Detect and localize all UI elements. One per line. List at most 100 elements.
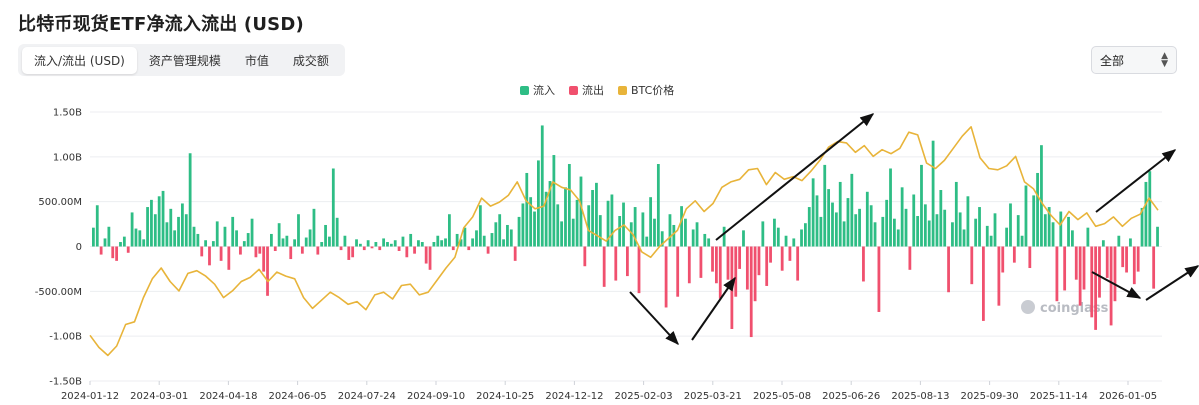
inflow-bar <box>157 196 161 247</box>
legend-outflow[interactable]: 流出 <box>569 82 604 98</box>
inflow-bar <box>525 172 529 247</box>
inflow-bar <box>916 216 920 247</box>
y-tick-label: -1.50B <box>49 377 82 388</box>
inflow-bar <box>691 229 695 247</box>
outflow-bar <box>1098 246 1101 298</box>
inflow-bar <box>923 204 927 247</box>
outflow-bar <box>273 246 277 251</box>
outflow-bar <box>451 246 455 251</box>
inflow-bar <box>529 197 533 247</box>
inflow-bar <box>506 224 509 247</box>
x-tick-label: 2026-01-05 <box>1099 391 1157 402</box>
inflow-bar <box>645 236 649 247</box>
inflow-bar <box>223 226 227 247</box>
outflow-bar <box>239 246 242 255</box>
inflow-bar <box>463 227 467 247</box>
inflow-bar <box>958 212 962 247</box>
inflow-bar <box>1036 172 1039 247</box>
inflow-bar <box>386 242 389 247</box>
inflow-bar <box>931 140 935 247</box>
inflow-bar <box>374 242 378 247</box>
inflow-bar <box>552 155 556 247</box>
outflow-bar <box>699 246 703 278</box>
inflow-bar <box>869 205 873 247</box>
inflow-bar <box>204 240 208 247</box>
outflow-bar <box>1082 246 1086 290</box>
annotation-arrow <box>691 276 736 341</box>
outflow-bar <box>687 246 691 284</box>
inflow-bar <box>242 241 246 247</box>
inflow-bar <box>537 160 540 247</box>
watermark: coinglass <box>1040 301 1109 316</box>
annotation-arrow <box>629 291 679 346</box>
range-select[interactable]: 全部 ▲ ▼ <box>1091 46 1177 74</box>
inflow-bar <box>366 240 370 247</box>
annotation-arrow <box>1145 265 1199 301</box>
outflow-bar <box>997 246 1001 306</box>
outflow-bar <box>664 246 668 308</box>
inflow-bar <box>1016 215 1020 247</box>
inflow-bar <box>579 176 583 247</box>
inflow-bar <box>211 241 215 247</box>
outflow-bar <box>788 246 792 261</box>
inflow-bar <box>304 237 308 247</box>
outflow-bar <box>200 246 204 257</box>
x-tick-label: 2024-12-12 <box>545 391 603 402</box>
inflow-bar <box>595 182 598 247</box>
outflow-bar <box>1105 246 1109 278</box>
inflow-bar <box>250 218 254 247</box>
outflow-bar <box>254 246 258 258</box>
outflow-bar <box>718 246 722 299</box>
inflow-bar <box>177 216 180 247</box>
inflow-bar <box>881 216 885 247</box>
y-tick-label: -500.00M <box>35 287 82 298</box>
inflow-bar <box>618 216 622 247</box>
outflow-bar <box>208 246 211 266</box>
inflow-bar <box>633 207 637 247</box>
inflow-bar <box>382 238 386 247</box>
outflow-bar <box>715 246 718 284</box>
outflow-bar <box>126 246 130 253</box>
outflow-bar <box>266 246 269 296</box>
chart-legend: 流入 流出 BTC价格 <box>520 82 674 98</box>
legend-btc-price[interactable]: BTC价格 <box>618 82 674 98</box>
inflow-bar <box>815 195 819 247</box>
inflow-bar <box>567 164 571 247</box>
inflow-bar <box>436 235 440 247</box>
inflow-bar <box>420 242 424 247</box>
outflow-bar <box>1012 246 1016 263</box>
outflow-bar <box>780 246 784 271</box>
inflow-bar <box>107 226 111 247</box>
tab-volume[interactable]: 成交额 <box>292 53 329 68</box>
inflow-bar <box>954 181 958 247</box>
outflow-bar <box>676 246 680 297</box>
outflow-bar <box>738 246 742 269</box>
inflow-bar <box>471 238 475 247</box>
annotation-arrow <box>715 113 875 241</box>
inflow-bar <box>444 238 447 247</box>
outflow-bar <box>602 246 606 287</box>
inflow-bar <box>556 204 560 247</box>
inflow-bar <box>231 216 235 247</box>
inflow-bar <box>1140 207 1144 247</box>
y-tick-label: 500.00M <box>38 197 82 208</box>
inflow-bar <box>742 230 745 247</box>
inflow-bar <box>277 223 281 247</box>
outflow-bar <box>947 246 950 293</box>
inflow-bar <box>900 187 904 247</box>
inflow-bar <box>134 228 138 247</box>
y-tick-label: -1.00B <box>49 332 82 343</box>
tab-aum[interactable]: 资产管理规模 <box>148 53 221 68</box>
inflow-bar <box>150 199 153 247</box>
inflow-bar <box>776 227 780 247</box>
outflow-bar <box>908 246 912 270</box>
tab-market-cap[interactable]: 市值 <box>244 53 269 68</box>
inflow-bar <box>989 235 993 247</box>
legend-inflow[interactable]: 流入 <box>520 82 555 98</box>
inflow-bar <box>587 205 591 247</box>
inflow-bar <box>896 229 900 247</box>
outflow-bar <box>413 246 416 254</box>
outflow-bar <box>1113 246 1117 302</box>
tab-flow[interactable]: 流入/流出 (USD) <box>22 46 137 74</box>
inflow-bar <box>722 226 726 247</box>
